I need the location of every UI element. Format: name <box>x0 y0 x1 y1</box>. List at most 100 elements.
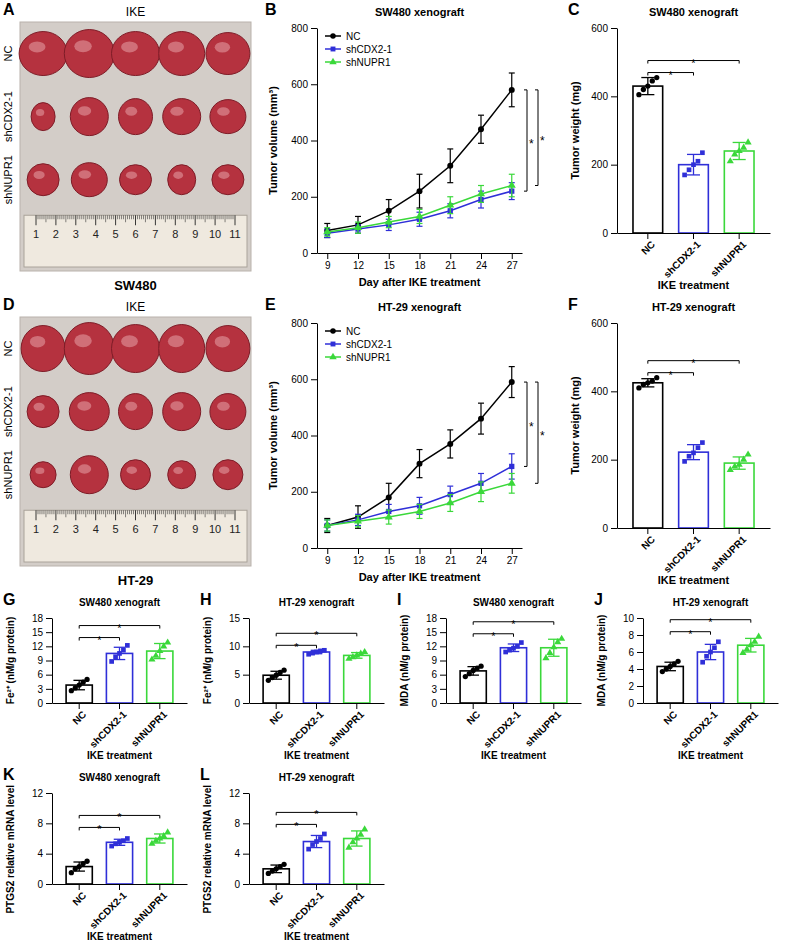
y-axis-tick-mark <box>46 675 52 676</box>
ruler-minor-tick <box>163 215 164 219</box>
y-axis-tick-mark <box>243 618 249 619</box>
series-marker <box>385 217 393 224</box>
ruler-minor-tick <box>77 510 78 514</box>
data-point <box>654 75 659 80</box>
error-bar <box>687 445 700 460</box>
data-point <box>691 450 696 455</box>
legend-marker <box>331 47 336 52</box>
error-bar <box>478 115 484 143</box>
x-axis-tick-mark <box>553 703 554 709</box>
x-axis-title: IKE treatment <box>87 931 153 942</box>
x-axis-tick-label: NC <box>639 239 657 257</box>
ruler-minor-tick <box>89 510 90 514</box>
row-label: shCDX2-1 <box>2 91 14 142</box>
data-point <box>109 659 114 664</box>
ruler-minor-tick <box>119 215 120 219</box>
tumor-highlight <box>35 468 44 475</box>
tumor-highlight <box>34 171 45 179</box>
ruler-tick <box>155 510 156 520</box>
ruler-minor-tick <box>41 510 42 514</box>
ruler-tick <box>95 215 96 225</box>
error-bar-cap <box>154 658 166 659</box>
error-bar-cap <box>733 142 746 143</box>
ruler-minor-tick <box>231 510 232 514</box>
chart-title: HT-29 xenograft <box>378 301 461 313</box>
tumor-highlight <box>78 106 91 116</box>
series-marker <box>354 223 362 230</box>
ruler-tick <box>115 215 116 225</box>
ruler-tick <box>195 510 196 520</box>
x-axis: NCshCDX2-1shNUPR1 <box>447 703 582 750</box>
tumor <box>210 100 246 134</box>
y-axis-tick-mark <box>440 632 446 633</box>
bar <box>147 839 173 885</box>
y-axis-tick-mark <box>611 460 617 461</box>
significance-bracket <box>535 90 538 186</box>
error-bar-cap <box>386 227 392 228</box>
y-axis-tick-mark <box>243 703 249 704</box>
ruler-minor-tick <box>91 510 92 514</box>
error-bar <box>641 78 654 95</box>
x-axis-title: Day after IKE treatment <box>359 571 481 583</box>
tumor <box>168 461 196 489</box>
row-label: shNUPR1 <box>2 450 14 499</box>
y-axis-tick: 12 <box>229 788 249 799</box>
x-axis-tick-label: shNUPR1 <box>129 889 169 929</box>
tumor <box>69 393 109 431</box>
ruler-minor-tick <box>61 215 62 219</box>
tumor <box>112 32 160 76</box>
y-axis-tick-label: 400 <box>291 430 308 441</box>
y-axis-tick: 200 <box>591 454 617 465</box>
error-bar-cap <box>355 505 361 506</box>
x-axis-tick: 12 <box>353 548 365 566</box>
tumor-highlight <box>219 466 230 474</box>
y-axis-tick-mark <box>311 548 317 549</box>
bar <box>724 463 754 528</box>
error-bar-cap <box>386 216 392 217</box>
data-point <box>558 635 565 641</box>
x-axis-tick-label: shNUPR1 <box>326 708 366 748</box>
tumor-highlight <box>173 467 183 474</box>
ruler-tick <box>215 510 216 520</box>
x-axis-tick: shCDX2-1 <box>679 703 720 750</box>
data-point <box>650 378 655 383</box>
x-axis-tick: 18 <box>414 548 426 566</box>
error-bar-cap <box>355 514 361 515</box>
error-bar-cap <box>355 221 361 222</box>
ruler-minor-tick <box>97 510 98 514</box>
data-point <box>361 648 368 654</box>
significance-label: * <box>669 69 674 81</box>
ruler-minor-tick <box>209 215 210 219</box>
ruler-minor-tick <box>185 215 186 222</box>
error-bar-cap <box>447 148 453 149</box>
y-axis-line <box>249 794 250 885</box>
ruler-label: 11 <box>229 523 240 535</box>
x-axis-tick: 24 <box>476 253 488 271</box>
x-axis-title: IKE treatment <box>284 750 350 761</box>
ruler-minor-tick <box>203 215 204 219</box>
ruler-label: 5 <box>113 523 119 535</box>
y-axis: 0200400600 <box>591 318 617 534</box>
tumor-highlight <box>170 107 183 116</box>
ruler-minor-tick <box>129 510 130 514</box>
y-axis-tick: 200 <box>591 159 617 170</box>
x-axis-tick: 15 <box>384 548 396 566</box>
error-bar <box>417 450 423 478</box>
x-axis: NCshCDX2-1shNUPR1 <box>250 884 385 931</box>
series-line <box>327 382 512 525</box>
error-bar-cap <box>447 494 453 495</box>
x-axis-tick: shNUPR1 <box>129 703 169 749</box>
x-axis-tick-mark <box>513 703 514 709</box>
y-axis-tick-mark <box>46 618 52 619</box>
ruler-minor-tick <box>103 215 104 219</box>
ruler-minor-tick <box>93 215 94 219</box>
y-axis-tick-label: 6 <box>37 669 43 680</box>
ruler-minor-tick <box>189 215 190 219</box>
chart-title: HT-29 xenograft <box>673 597 749 608</box>
error-bar-cap <box>447 486 453 487</box>
photo-title: IKE <box>126 5 145 19</box>
error-bar-cap <box>355 528 361 529</box>
error-bar-cap <box>324 532 330 533</box>
y-axis-tick: 0 <box>302 248 317 259</box>
ruler-label: 11 <box>229 228 240 240</box>
